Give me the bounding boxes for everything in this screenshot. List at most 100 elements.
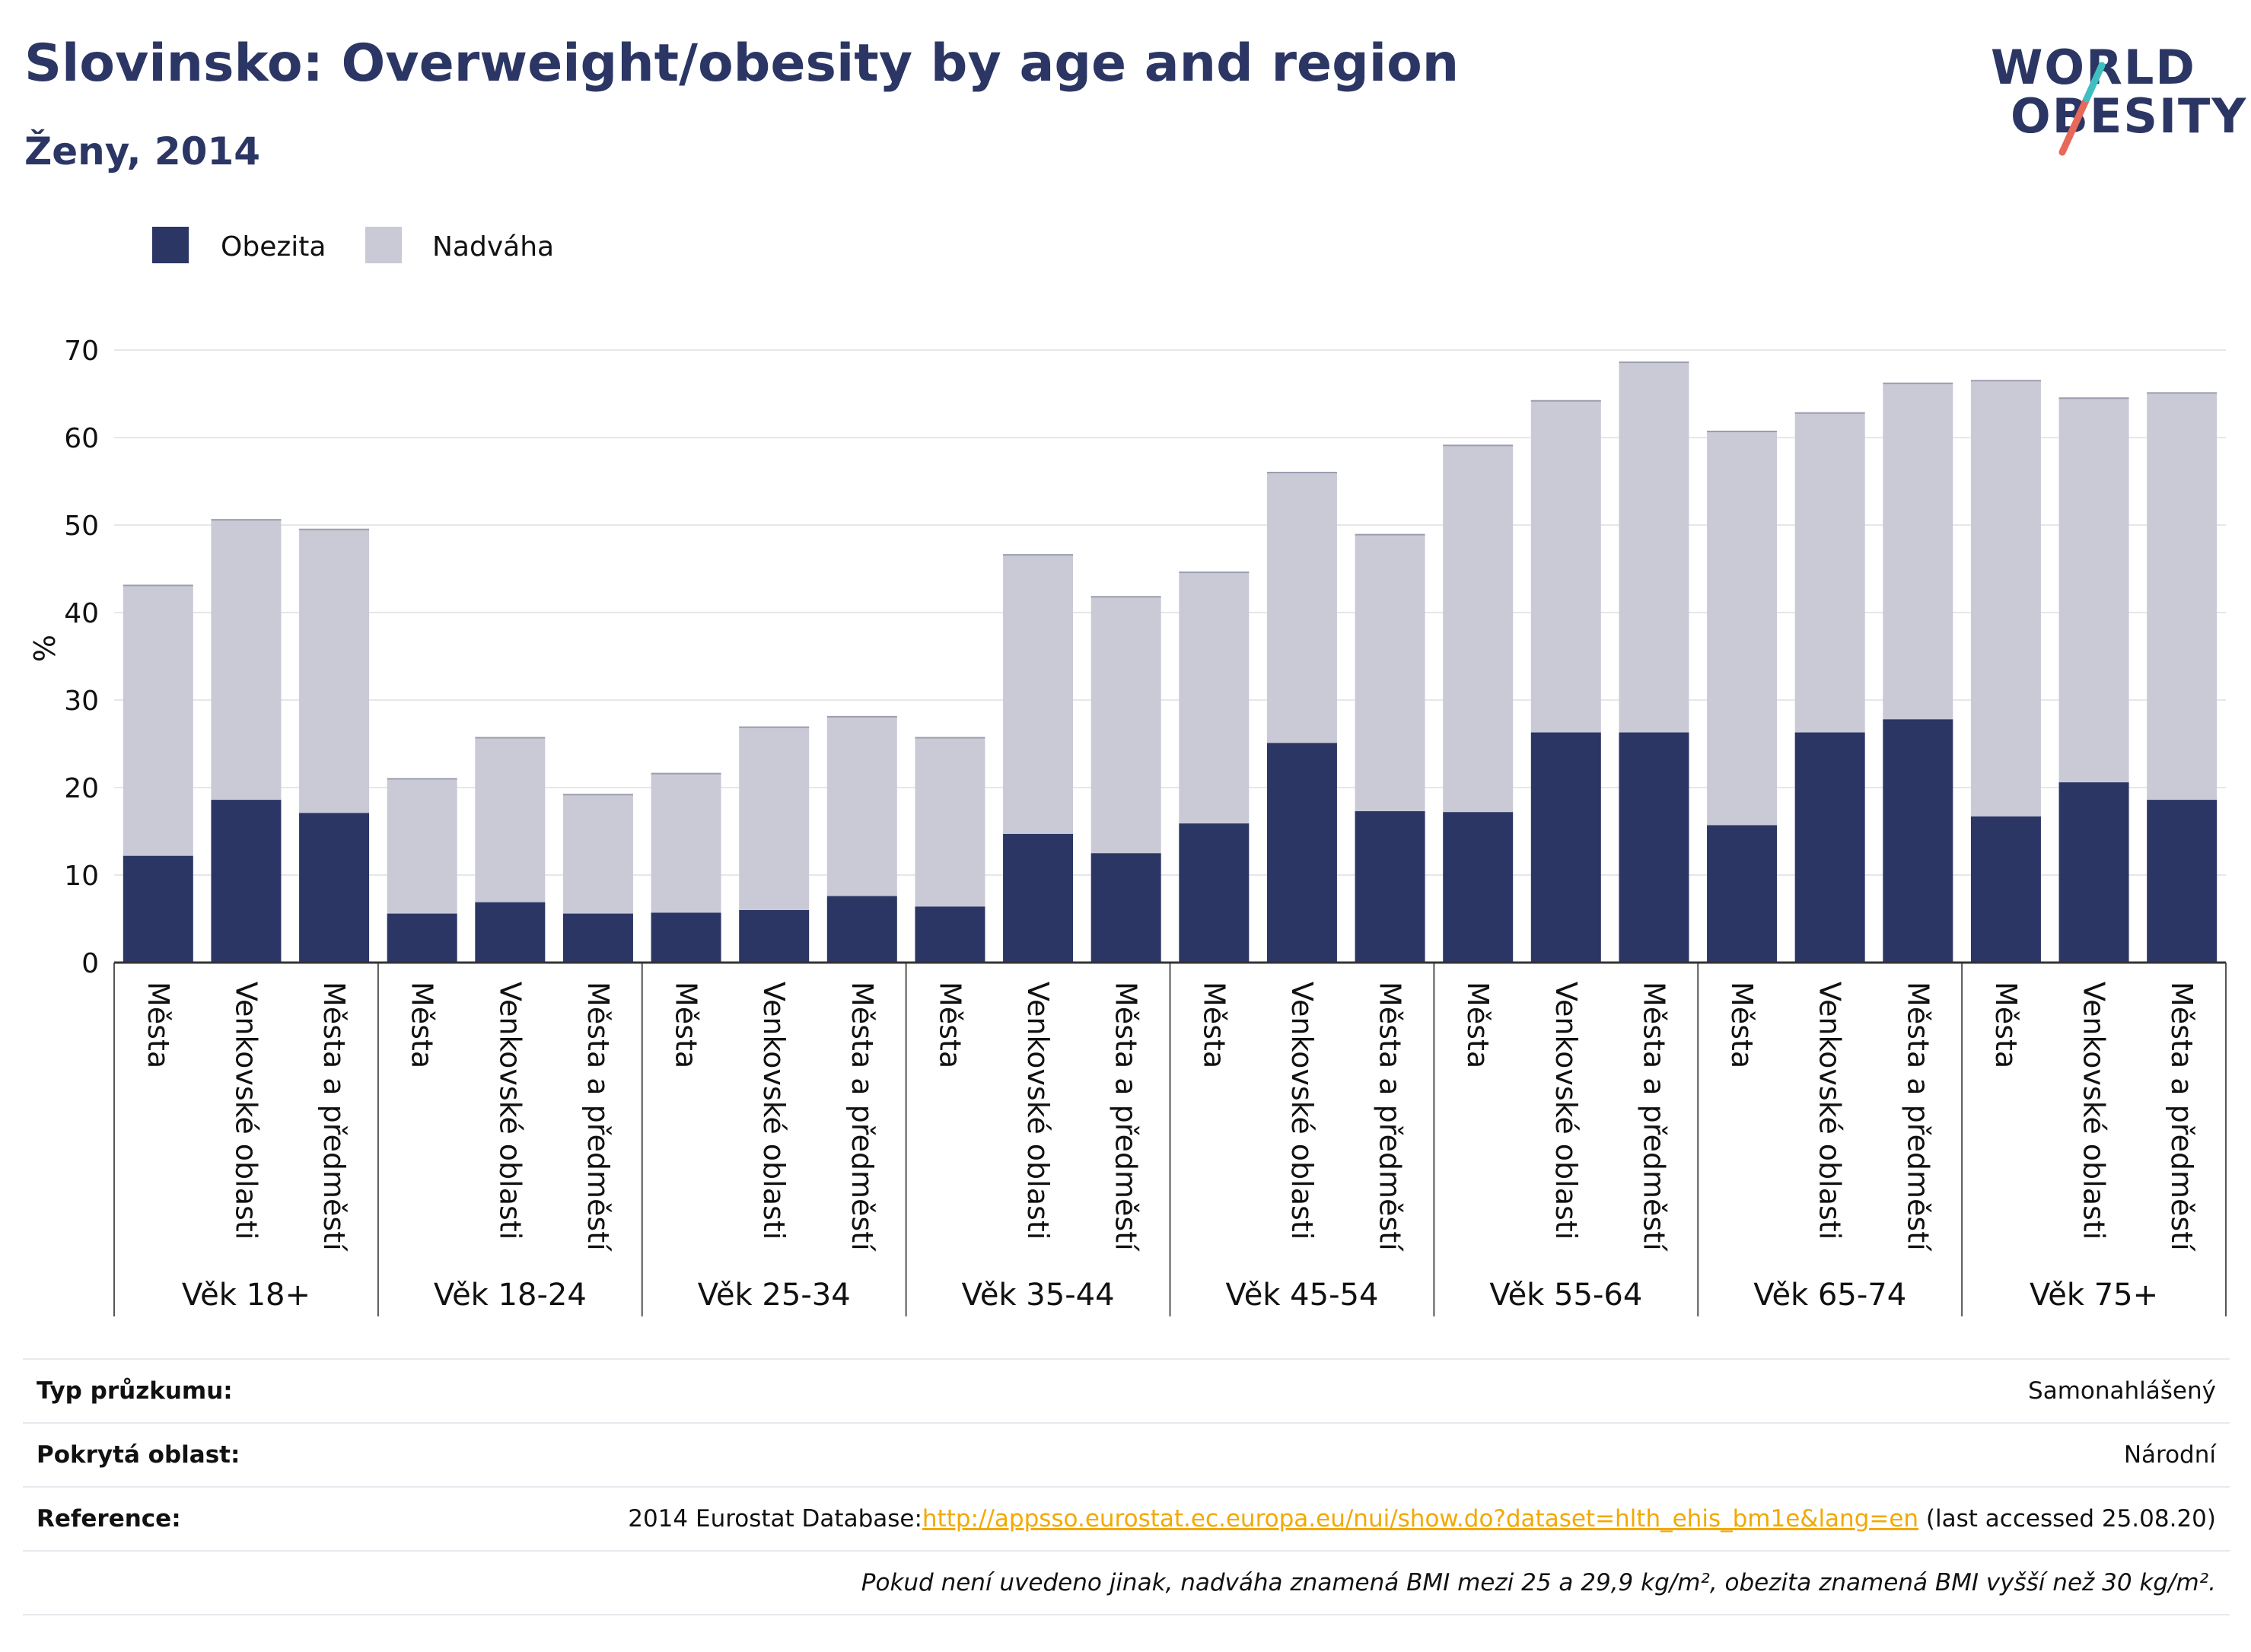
group-label: Věk 35-44 — [962, 1278, 1115, 1313]
info-label: Pokrytá oblast: — [37, 1441, 240, 1469]
info-row-survey-type: Typ průzkumu: Samonahlášený — [23, 1358, 2230, 1422]
bar-obezita — [1266, 743, 1337, 963]
bar-nadvaha — [123, 585, 193, 856]
legend-swatch-obezita — [152, 227, 189, 263]
x-tick-label: Venkovské oblasti — [757, 982, 791, 1240]
bar-nadvaha — [651, 773, 721, 913]
group-label: Věk 75+ — [2030, 1278, 2158, 1313]
y-tick-label: 0 — [81, 948, 99, 979]
bar-obezita — [2147, 800, 2218, 963]
y-tick-label: 10 — [64, 861, 99, 892]
bar-nadvaha — [1003, 555, 1074, 834]
bar-nadvaha — [1179, 572, 1250, 824]
bar-nadvaha — [739, 727, 810, 910]
bar-obezita — [299, 813, 370, 963]
info-label: Reference: — [37, 1505, 181, 1533]
bar-nadvaha — [1707, 431, 1778, 826]
chart-svg: Obezita Nadváha 0 10 20 30 40 50 60 70% Města Venko… — [28, 227, 2227, 1316]
x-tick-label: Města — [933, 982, 966, 1068]
x-tick-label: Venkovské oblasti — [1549, 982, 1583, 1240]
y-tick-label: 50 — [64, 511, 99, 542]
bar-obezita — [1619, 732, 1689, 963]
info-value: 2014 Eurostat Database:http://appsso.eur… — [628, 1488, 2216, 1550]
info-row-coverage: Pokrytá oblast: Národní — [23, 1422, 2230, 1486]
bar-obezita — [739, 910, 810, 963]
bar-nadvaha — [1530, 400, 1601, 733]
logo-line-2: OBESITY — [2011, 88, 2248, 144]
bar-obezita — [1003, 833, 1074, 963]
x-tick-label: Venkovské oblasti — [1813, 982, 1847, 1240]
bar-obezita — [1530, 732, 1601, 963]
x-tick-label: Města — [1989, 982, 2023, 1068]
x-tick-label: Venkovské oblasti — [1021, 982, 1055, 1240]
bar-nadvaha — [1883, 383, 1953, 720]
bar-obezita — [1883, 719, 1953, 963]
x-tick-label: Města — [1461, 982, 1495, 1068]
bar-nadvaha — [826, 716, 897, 896]
info-value: Samonahlášený — [2028, 1377, 2216, 1405]
info-value: Národní — [2123, 1441, 2216, 1469]
bar-nadvaha — [562, 794, 633, 914]
info-row-footnote: Pokud není uvedeno jinak, nadváha znamen… — [23, 1550, 2230, 1615]
x-tick-label: Města — [1725, 982, 1759, 1068]
page-subtitle: Ženy, 2014 — [24, 129, 261, 173]
x-tick-label: Venkovské oblasti — [493, 982, 527, 1240]
bar-nadvaha — [1619, 362, 1689, 733]
y-tick-label: 20 — [64, 773, 99, 804]
group-label: Věk 25-34 — [698, 1278, 851, 1313]
x-tick-label: Města — [670, 982, 703, 1068]
group-label: Věk 55-64 — [1489, 1278, 1642, 1313]
x-tick-label: Města a předměstí — [1374, 982, 1407, 1252]
y-axis-label: % — [28, 635, 62, 662]
group-label: Věk 18-24 — [434, 1278, 587, 1313]
x-tick-label: Města a předměstí — [2165, 982, 2198, 1252]
info-table: Typ průzkumu: Samonahlášený Pokrytá obla… — [23, 1358, 2230, 1615]
group-label: Věk 45-54 — [1225, 1278, 1378, 1313]
bar-obezita — [1794, 732, 1865, 963]
bar-obezita — [1707, 825, 1778, 963]
bar-obezita — [475, 902, 546, 963]
reference-suffix: (last accessed 25.08.20) — [1918, 1505, 2216, 1533]
bar-nadvaha — [1970, 380, 2041, 816]
bar-nadvaha — [299, 529, 370, 813]
bar-nadvaha — [1266, 473, 1337, 743]
x-tick-label: Města a předměstí — [317, 982, 351, 1252]
x-tick-label: Venkovské oblasti — [2077, 982, 2111, 1240]
bar-obezita — [1179, 823, 1250, 963]
bar-obezita — [562, 913, 633, 963]
world-obesity-logo: WORLD OBESITY — [1986, 23, 2246, 167]
group-label: Věk 18+ — [182, 1278, 310, 1313]
bar-obezita — [915, 906, 985, 963]
legend-swatch-nadvaha — [365, 227, 402, 263]
info-row-reference: Reference: 2014 Eurostat Database:http:/… — [23, 1486, 2230, 1550]
bar-nadvaha — [915, 737, 985, 907]
bar-obezita — [123, 855, 193, 963]
bar-obezita — [651, 912, 721, 963]
bar-nadvaha — [211, 520, 282, 801]
x-tick-label: Města a předměstí — [581, 982, 615, 1252]
x-tick-label: Města — [142, 982, 175, 1068]
y-tick-label: 30 — [64, 686, 99, 717]
reference-link[interactable]: http://appsso.eurostat.ec.europa.eu/nui/… — [922, 1505, 1919, 1533]
x-tick-label: Venkovské oblasti — [229, 982, 263, 1240]
legend-label-nadvaha: Nadváha — [432, 231, 554, 263]
bar-obezita — [826, 896, 897, 963]
bar-obezita — [211, 800, 282, 963]
logo-slash-icon — [2058, 62, 2106, 156]
x-tick-label: Města a předměstí — [1637, 982, 1670, 1252]
bar-nadvaha — [387, 778, 457, 914]
bar-nadvaha — [2147, 393, 2218, 801]
bar-nadvaha — [1355, 534, 1425, 812]
x-tick-label: Města a předměstí — [1110, 982, 1143, 1252]
bar-obezita — [1090, 853, 1161, 963]
x-tick-label: Města — [406, 982, 439, 1068]
chart: Obezita Nadváha 0 10 20 30 40 50 60 70% Města Venko… — [28, 227, 2227, 1316]
bar-obezita — [1970, 816, 2041, 963]
bar-nadvaha — [1443, 445, 1514, 813]
y-tick-label: 70 — [64, 336, 99, 367]
info-label: Typ průzkumu: — [37, 1377, 233, 1405]
bar-nadvaha — [475, 737, 546, 902]
x-tick-label: Města a předměstí — [845, 982, 879, 1252]
y-tick-label: 60 — [64, 423, 99, 454]
legend-label-obezita: Obezita — [221, 231, 326, 263]
